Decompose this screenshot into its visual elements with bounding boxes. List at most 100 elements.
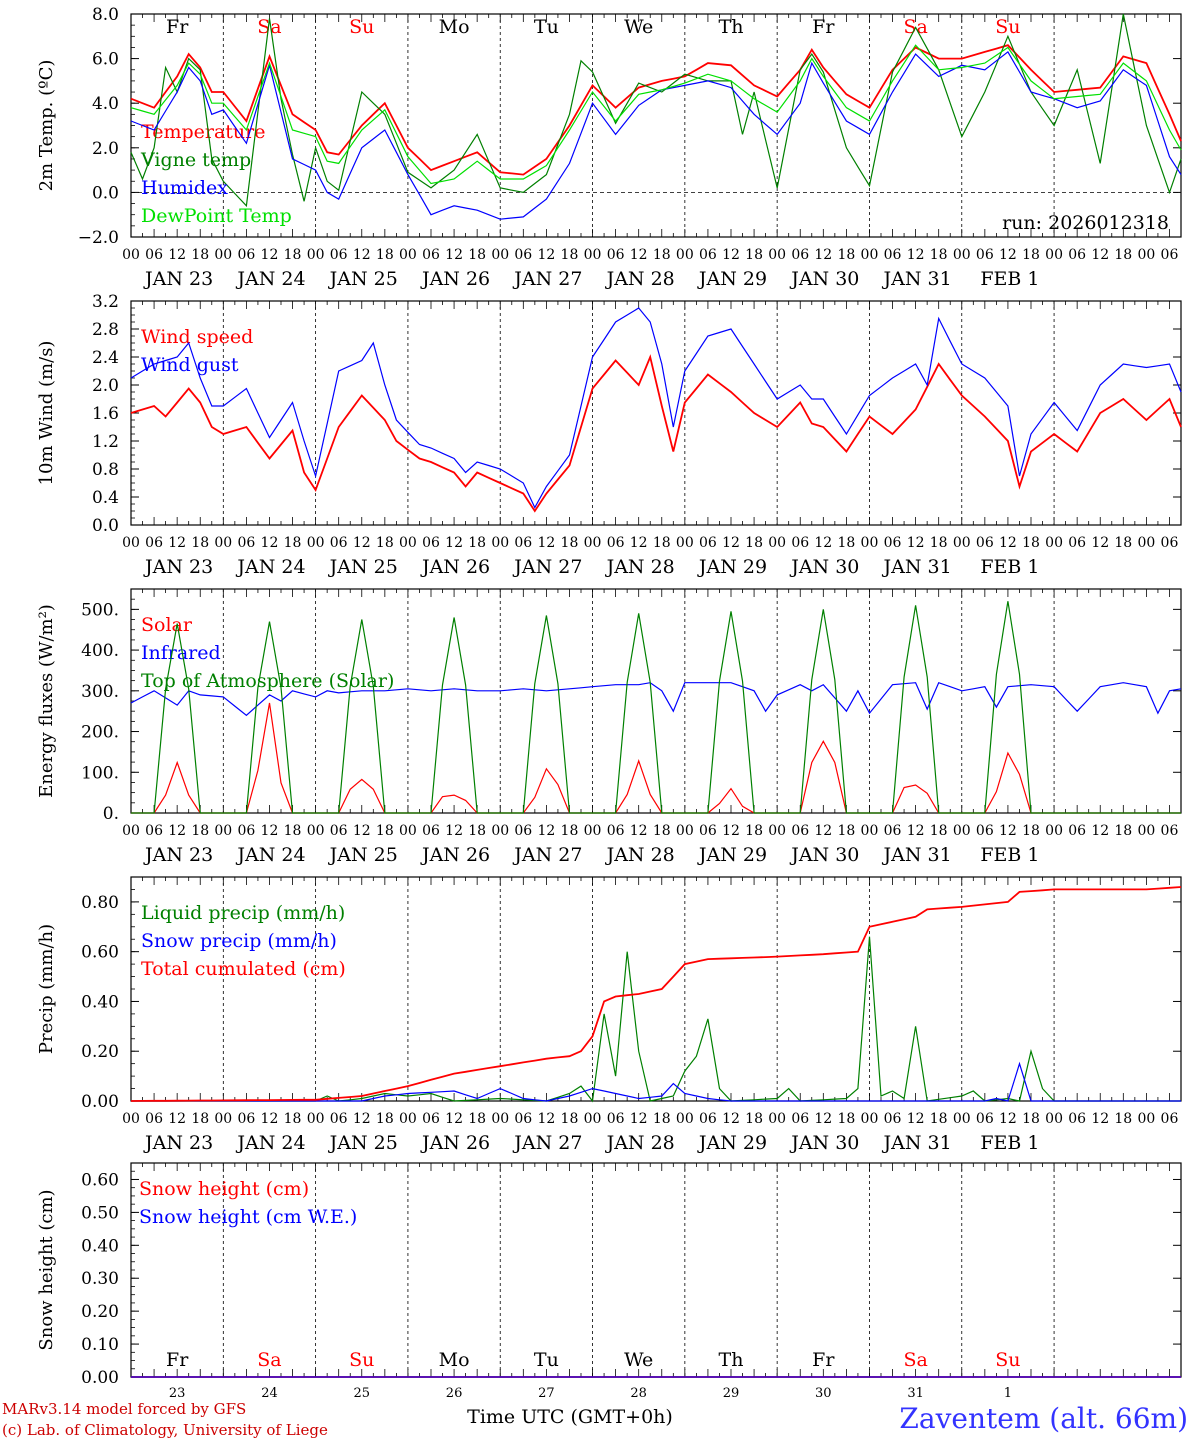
hour-tick-label: 06 [422, 247, 440, 263]
hour-tick-label: 12 [907, 823, 925, 839]
hour-tick-label: 06 [976, 823, 994, 839]
day-of-week-label: Su [349, 16, 374, 38]
hour-tick-label: 12 [353, 1111, 371, 1127]
hour-tick-label: 00 [214, 535, 232, 551]
hour-tick-label: 12 [537, 823, 555, 839]
date-label: JAN 30 [789, 1132, 859, 1154]
hour-tick-label: 12 [907, 535, 925, 551]
day-of-week-label: Tu [534, 1349, 559, 1371]
hour-tick-label: 00 [122, 247, 140, 263]
y-axis-label: Precip (mm/h) [36, 924, 57, 1054]
hour-tick-label: 00 [861, 247, 879, 263]
hour-tick-label: 06 [330, 535, 348, 551]
hour-tick-label: 18 [284, 247, 302, 263]
series-line-humidex [130, 51, 1182, 220]
hour-tick-label: 12 [261, 823, 279, 839]
hour-tick-label: 18 [468, 823, 486, 839]
date-label: JAN 25 [328, 844, 398, 866]
date-label: JAN 26 [420, 268, 490, 290]
date-label: JAN 27 [512, 1132, 582, 1154]
hour-tick-label: 06 [791, 1111, 809, 1127]
hour-tick-label: 00 [491, 1111, 509, 1127]
hour-tick-label: 12 [722, 247, 740, 263]
day-of-week-label: We [624, 16, 653, 38]
date-label: JAN 23 [143, 844, 213, 866]
legend-entry: Liquid precip (mm/h) [141, 902, 345, 924]
hour-tick-label: 18 [930, 823, 948, 839]
hour-tick-label: 06 [884, 247, 902, 263]
panel-energy: 0. 100. 200. 300. 400. 500. Energy fluxes (W/m… [36, 588, 1182, 866]
hour-tick-label: 06 [145, 535, 163, 551]
date-label: JAN 31 [882, 1132, 952, 1154]
credit-lab: (c) Lab. of Climatology, University of L… [2, 1421, 328, 1439]
hour-tick-label: 00 [399, 247, 417, 263]
legend-entry: Snow precip (mm/h) [141, 930, 337, 952]
y-tick-label: 200. [81, 723, 119, 743]
hour-tick-label: 12 [445, 535, 463, 551]
hour-tick-label: 06 [330, 1111, 348, 1127]
series-line-wind-speed [130, 354, 1182, 513]
hour-tick-label: 00 [676, 535, 694, 551]
y-tick-label: 0.8 [92, 460, 119, 480]
hour-tick-label: 00 [584, 535, 602, 551]
y-axis-label: 10m Wind (m/s) [36, 341, 57, 486]
hour-tick-label: 18 [745, 1111, 763, 1127]
plot-frame [130, 13, 1182, 238]
hour-tick-label: 18 [284, 823, 302, 839]
y-tick-label: 0. [103, 804, 119, 824]
day-of-week-label: Su [349, 1349, 374, 1371]
hour-tick-label: 18 [376, 1111, 394, 1127]
hour-tick-label: 18 [653, 247, 671, 263]
hour-tick-label: 18 [284, 1111, 302, 1127]
hour-tick-label: 06 [1068, 1111, 1086, 1127]
date-label: JAN 26 [420, 556, 490, 578]
legend-entry: Wind gust [141, 354, 239, 376]
hour-tick-label: 12 [630, 247, 648, 263]
hour-tick-label: 00 [307, 535, 325, 551]
series-line-infrared [130, 681, 1182, 717]
series-line-snow-precip-mm-h- [131, 1061, 1181, 1102]
hour-tick-label: 00 [584, 823, 602, 839]
hour-tick-label: 12 [907, 1111, 925, 1127]
date-label: JAN 29 [697, 268, 767, 290]
hour-tick-label: 00 [399, 823, 417, 839]
hour-tick-label: 06 [976, 247, 994, 263]
hour-tick-label: 18 [1114, 247, 1132, 263]
hour-tick-label: 18 [561, 823, 579, 839]
hour-tick-label: 06 [791, 823, 809, 839]
y-tick-label: 0.00 [81, 1368, 119, 1388]
series-line-wind-gust [130, 307, 1182, 509]
day-number-label: 27 [538, 1386, 555, 1401]
day-of-week-label: Th [719, 16, 744, 38]
y-tick-label: 0.20 [81, 1302, 119, 1322]
hour-tick-label: 12 [999, 247, 1017, 263]
hour-tick-label: 06 [422, 1111, 440, 1127]
date-label: JAN 23 [143, 268, 213, 290]
hour-tick-label: 06 [791, 535, 809, 551]
station-title: Zaventem (alt. 66m) [899, 1402, 1188, 1435]
hour-tick-label: 00 [676, 823, 694, 839]
hour-tick-label: 18 [191, 1111, 209, 1127]
hour-tick-label: 12 [353, 823, 371, 839]
date-label: JAN 26 [420, 844, 490, 866]
hour-tick-label: 18 [837, 1111, 855, 1127]
date-label: JAN 27 [512, 844, 582, 866]
y-tick-label: −2.0 [78, 228, 119, 248]
hour-tick-label: 06 [145, 1111, 163, 1127]
hour-tick-label: 12 [1091, 823, 1109, 839]
hour-tick-label: 12 [1091, 247, 1109, 263]
hour-tick-label: 18 [1114, 823, 1132, 839]
hour-tick-label: 18 [837, 535, 855, 551]
hour-tick-label: 18 [837, 247, 855, 263]
y-tick-label: 2.4 [92, 348, 119, 368]
hour-tick-label: 12 [630, 535, 648, 551]
hour-tick-label: 06 [422, 823, 440, 839]
date-label: JAN 29 [697, 1132, 767, 1154]
hour-tick-label: 18 [191, 823, 209, 839]
hour-tick-label: 06 [699, 1111, 717, 1127]
day-of-week-label: Su [995, 1349, 1020, 1371]
hour-tick-label: 06 [607, 1111, 625, 1127]
day-number-label: 29 [723, 1386, 740, 1401]
hour-tick-label: 06 [884, 535, 902, 551]
y-tick-label: 8.0 [92, 5, 119, 25]
